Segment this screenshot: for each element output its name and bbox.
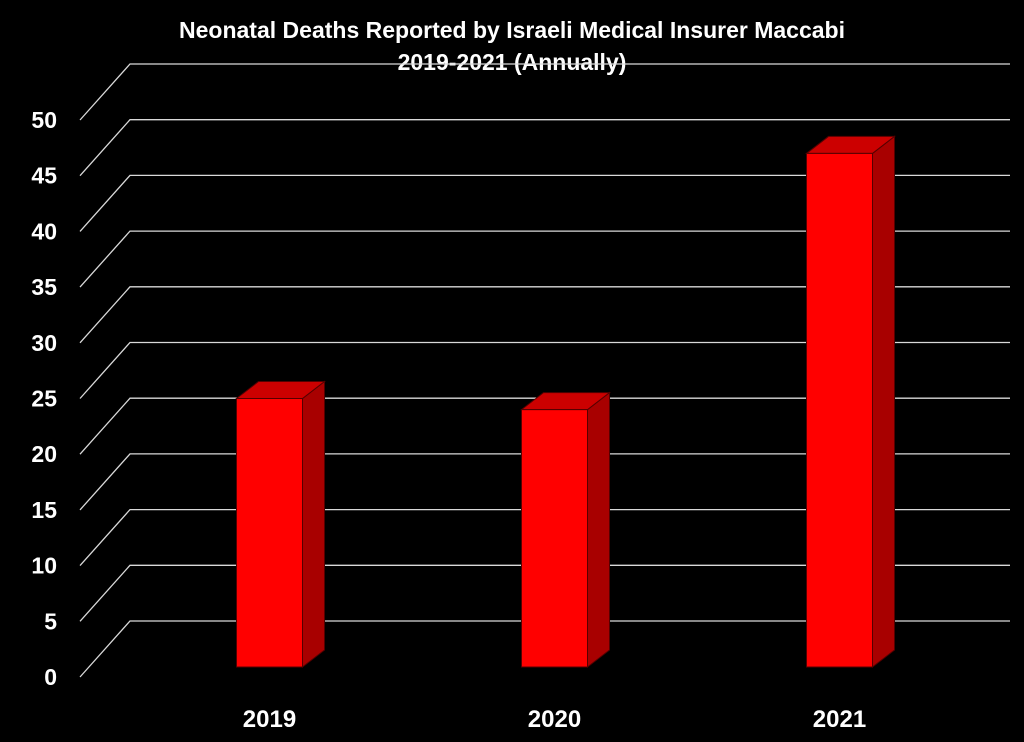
gridline <box>79 508 1010 567</box>
y-tick-label: 35 <box>31 274 57 300</box>
gridline <box>79 341 1010 399</box>
gridline <box>79 174 1010 232</box>
y-tick-label: 40 <box>31 218 57 244</box>
gridline <box>79 564 1010 622</box>
bar-side <box>872 135 895 669</box>
gridline <box>79 620 1010 678</box>
x-axis-category-labels: 2019 2020 2021 <box>243 706 866 733</box>
y-tick-label: 25 <box>31 386 57 412</box>
chart-title: Neonatal Deaths Reported by Israeli Medi… <box>179 17 845 43</box>
y-tick-label: 30 <box>31 330 57 356</box>
bar-2021 <box>805 135 896 669</box>
x-category-label: 2021 <box>813 706 866 733</box>
gridline <box>79 397 1010 455</box>
bar-side <box>587 391 610 669</box>
bar-side <box>302 380 325 669</box>
chart-subtitle: 2019-2021 (Annually) <box>397 49 627 75</box>
bar-front <box>521 409 588 668</box>
y-tick-label: 20 <box>31 441 57 467</box>
bar-2020 <box>520 391 611 669</box>
y-tick-label: 5 <box>44 608 57 634</box>
gridline <box>79 63 1010 121</box>
y-axis-tick-labels: 0 5 10 15 20 25 30 35 40 45 50 <box>31 107 57 690</box>
y-tick-label: 50 <box>31 107 57 133</box>
bar-2019 <box>235 380 326 669</box>
gridline <box>79 453 1010 511</box>
x-category-label: 2019 <box>243 706 296 733</box>
chart-title-block: Neonatal Deaths Reported by Israeli Medi… <box>0 14 1024 78</box>
y-tick-label: 10 <box>31 553 57 579</box>
y-tick-label: 0 <box>44 664 57 690</box>
bars <box>235 135 896 669</box>
gridline <box>79 286 1010 344</box>
gridline <box>79 230 1010 288</box>
y-tick-label: 15 <box>31 497 57 523</box>
gridlines <box>79 63 1010 678</box>
bar-front <box>806 152 873 668</box>
x-category-label: 2020 <box>528 706 581 733</box>
gridline <box>79 119 1010 177</box>
bar-front <box>236 398 303 668</box>
y-tick-label: 45 <box>31 163 57 189</box>
